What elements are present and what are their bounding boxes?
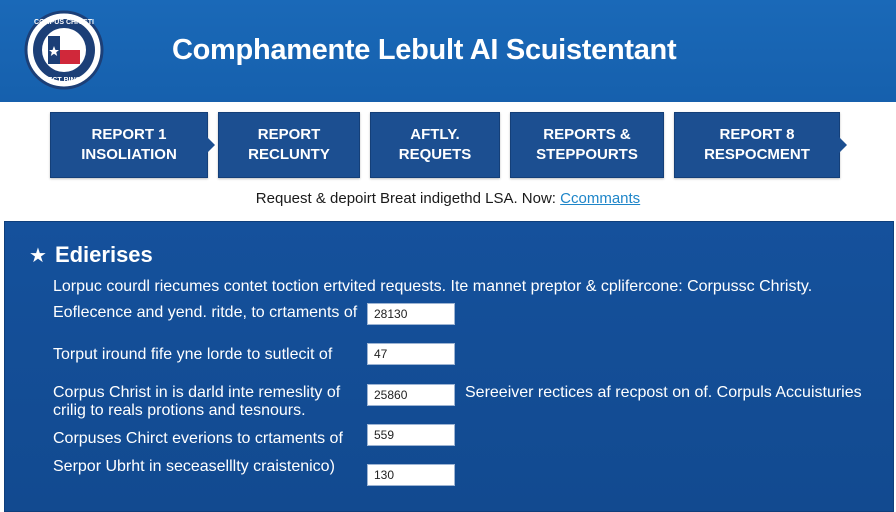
step-reports-steppourts[interactable]: REPORTS & STEPPOURTS: [510, 112, 664, 178]
step-report-respocment[interactable]: REPORT 8 RESPOCMENT: [674, 112, 840, 178]
step-report-insoliation[interactable]: REPORT 1 INSOLIATION: [50, 112, 208, 178]
star-icon: ★: [29, 244, 47, 267]
app-header: CORPUS CHRISTI ECT BINS Comphamente Lebu…: [0, 0, 896, 102]
value-field[interactable]: 25860: [367, 384, 455, 406]
row-label: Serpor Ubrht in seceaselllty craistenico…: [53, 458, 335, 475]
panel-intro: Lorpuc courdl riecumes contet toction er…: [53, 278, 813, 295]
request-subline: Request & depoirt Breat indigethd LSA. N…: [255, 190, 641, 207]
entries-panel: ★ Edierises Lorpuc courdl riecumes conte…: [4, 221, 894, 512]
value-field[interactable]: 130: [367, 464, 455, 486]
arrow-icon: [206, 136, 215, 154]
row-label-continued: crilig to reals protions and tesnours.: [53, 402, 306, 419]
row-label: Torput iround fife yne lorde to sutlecit…: [53, 346, 333, 363]
workflow-steps: REPORT 1 INSOLIATION REPORT RECLUNTY AFTLY…: [0, 112, 896, 178]
step-report-reclunty[interactable]: REPORT RECLUNTY: [218, 112, 360, 178]
value-field[interactable]: 559: [367, 424, 455, 446]
svg-text:CORPUS CHRISTI: CORPUS CHRISTI: [34, 19, 94, 26]
step-aftly-requets[interactable]: AFTLY. REQUETS: [370, 112, 500, 178]
value-field[interactable]: 47: [367, 343, 455, 365]
arrow-icon: [838, 136, 847, 154]
panel-title: ★ Edierises: [29, 242, 153, 267]
row-label: Corpuses Chirct everions to crtaments of: [53, 430, 343, 447]
city-seal-logo: CORPUS CHRISTI ECT BINS: [24, 10, 104, 90]
comments-link[interactable]: Ccommants: [560, 190, 641, 207]
app-title: Comphamente Lebult AI Scuistentant: [172, 34, 677, 66]
row-label: Eoflecence and yend. ritde, to crtaments…: [53, 304, 358, 321]
row-label: Corpus Christ in is darld inte remeslity…: [53, 384, 341, 401]
value-field[interactable]: 28130: [367, 303, 455, 325]
svg-text:ECT BINS: ECT BINS: [48, 77, 81, 84]
row-note: Sereeiver rectices af recpost on of. Cor…: [465, 384, 862, 401]
